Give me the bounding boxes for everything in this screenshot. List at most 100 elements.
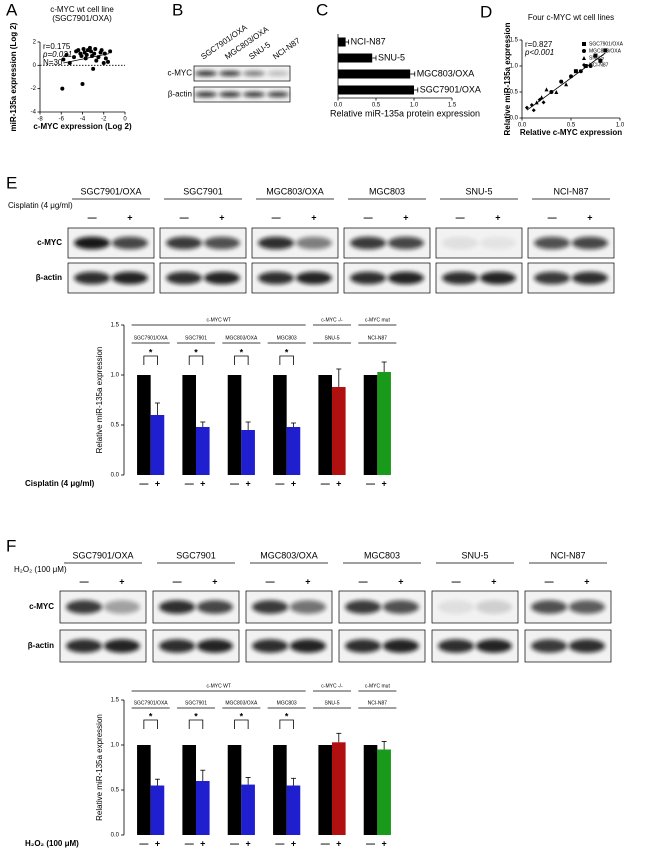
blot-band: [479, 271, 516, 285]
blot-band: [66, 600, 103, 614]
cell-line-label: MGC803/OXA: [266, 186, 324, 196]
bar: [150, 785, 165, 835]
y-axis-label: miR-135a expression (Log 2): [9, 22, 18, 131]
x-axis-label: Relative miR-135a protein expression: [330, 108, 480, 118]
treatment-sign: —: [80, 576, 89, 586]
x-tick-label: +: [336, 478, 341, 488]
point: [92, 51, 97, 56]
treatment-label: Cisplatin (4 μg/ml): [8, 201, 73, 210]
point: [559, 79, 564, 84]
treatment-sign: +: [491, 576, 496, 586]
point: [101, 61, 106, 65]
x-tick-label: +: [246, 838, 251, 848]
x-tick-label: —: [321, 478, 330, 488]
x-tick-label: +: [155, 478, 160, 488]
treatment-sign: —: [456, 212, 465, 222]
treatment-sign: —: [364, 212, 373, 222]
point: [76, 48, 81, 53]
legend-marker: [582, 49, 586, 53]
significance-bracket: [279, 719, 294, 729]
treatment-sign: +: [584, 576, 589, 586]
cell-line-label: SNU-5: [461, 550, 488, 560]
annotation: r=0.827: [525, 40, 553, 49]
y-tick-label: -2: [31, 86, 37, 92]
cell-line-label: MGC803: [364, 550, 400, 560]
legend-label: MGC803/OXA: [589, 48, 622, 54]
panel-label: C: [316, 0, 328, 19]
point: [588, 64, 593, 68]
treatment-sign: —: [173, 576, 182, 586]
bar: [363, 745, 378, 835]
y-axis-label: Relative miR-135a expression: [95, 347, 104, 454]
group-label: SNU-5: [324, 700, 339, 706]
blot-band: [387, 236, 424, 250]
significance-star: *: [194, 711, 198, 721]
x-tick-label: —: [275, 838, 284, 848]
point: [108, 49, 113, 54]
x-tick-label: 0.0: [518, 123, 527, 129]
y-tick-label: 1.5: [111, 698, 120, 704]
blot-band: [111, 236, 148, 250]
blot-band: [166, 271, 203, 285]
blot-band: [345, 639, 382, 653]
group-label: MGC803/OXA: [225, 335, 258, 341]
significance-star: *: [285, 347, 289, 357]
x-axis-label: Cisplatin (4 μg/ml): [25, 479, 95, 488]
blot-band: [534, 271, 571, 285]
point: [544, 87, 549, 92]
blot-band: [74, 236, 111, 250]
blot-band: [568, 639, 605, 653]
blot-band: [438, 600, 475, 614]
y-tick-label: 0: [33, 63, 37, 69]
point: [72, 55, 76, 60]
y-tick-label: 0.5: [111, 423, 120, 429]
blot-band: [350, 271, 387, 285]
blot-band: [66, 639, 103, 653]
blot-band: [289, 600, 326, 614]
group-label: SGC7901/OXA: [134, 700, 169, 706]
x-tick-label: —: [185, 478, 194, 488]
panel-label: F: [6, 536, 16, 555]
cell-line-label: MGC803: [369, 186, 405, 196]
group-label: MGC803/OXA: [225, 700, 258, 706]
bar: [377, 749, 391, 835]
row-label: β-actin: [28, 641, 54, 650]
cell-line-label: MGC803/OXA: [260, 550, 318, 560]
blot-band: [196, 639, 233, 653]
treatment-sign: +: [212, 576, 217, 586]
super-group-label: c-MYC -/-: [321, 317, 343, 323]
x-tick-label: +: [336, 838, 341, 848]
bar: [241, 784, 255, 835]
legend-marker: [582, 42, 586, 46]
significance-bracket: [188, 719, 204, 729]
significance-star: *: [285, 711, 289, 721]
treatment-sign: —: [452, 576, 461, 586]
point: [541, 100, 546, 105]
blot-band: [252, 600, 289, 614]
treatment-sign: +: [403, 212, 408, 222]
y-tick-label: 1.0: [111, 373, 120, 379]
x-tick-label: +: [291, 838, 296, 848]
blot-band: [195, 71, 217, 76]
panel-label: B: [172, 0, 183, 19]
point: [573, 69, 578, 74]
point: [593, 53, 598, 58]
y-tick-label: 2: [33, 40, 37, 46]
bar: [273, 375, 287, 475]
x-tick-label: 0.5: [372, 103, 381, 109]
blot-band: [442, 236, 479, 250]
x-tick-label: +: [200, 838, 205, 848]
bar: [338, 69, 411, 79]
blot-frame: [193, 65, 291, 82]
super-group-label: c-MYC mut: [365, 683, 391, 689]
point: [103, 56, 108, 61]
panel-label: A: [6, 0, 18, 19]
x-tick-label: 0.0: [334, 103, 343, 109]
cell-line-label: SGC7901/OXA: [80, 186, 141, 196]
cell-line-label: SGC7901/OXA: [72, 550, 133, 560]
y-tick-label: 1.5: [510, 38, 519, 44]
bar: [363, 375, 378, 475]
group-label: SNU-5: [324, 335, 339, 341]
blot-band: [219, 71, 241, 76]
